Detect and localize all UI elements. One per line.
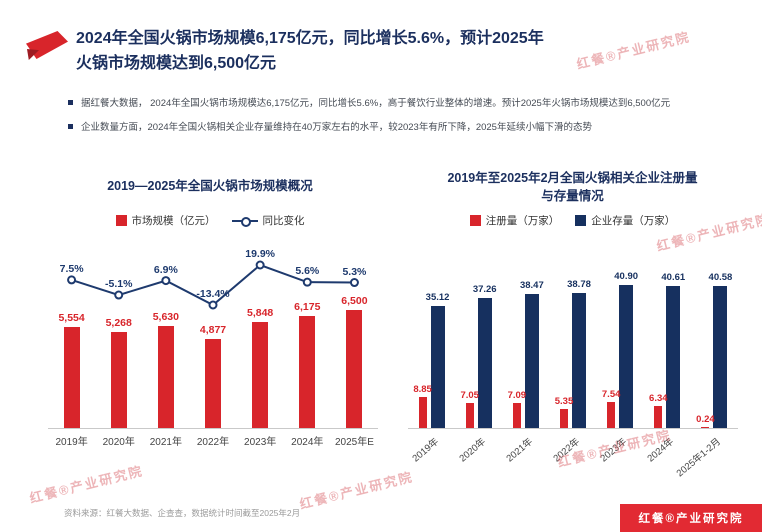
market-size-bar (299, 316, 316, 428)
market-size-bar (346, 310, 363, 428)
yoy-value: 6.9% (153, 263, 178, 276)
registrations-bar (607, 402, 616, 428)
market-size-value: 5,554 (58, 312, 85, 324)
stock-value: 35.12 (425, 292, 450, 303)
navy-square-icon (575, 215, 587, 226)
bullet-square-icon (68, 124, 73, 130)
market-size-value: 5,848 (247, 307, 274, 319)
registrations-value: 7.05 (460, 390, 479, 401)
summary-bullets: 据红餐大数据， 2024年全国火锅市场规模达6,175亿元，同比增长5.6%，高… (68, 96, 716, 144)
stock-bar (572, 293, 586, 428)
legend-item-stock: 企业存量（万家） (575, 213, 675, 228)
x-axis-label: 2025年E (334, 437, 374, 448)
yoy-point-marker (208, 300, 218, 310)
bullet-item: 据红餐大数据， 2024年全国火锅市场规模达6,175亿元，同比增长5.6%，高… (68, 96, 716, 111)
stock-bar (477, 298, 492, 428)
yoy-value: -13.4% (196, 288, 230, 300)
bullet-item: 企业数量方面，2024年全国火锅相关企业存量维持在40万家左右的水平，较2023… (68, 120, 716, 135)
bullet-text: 企业数量方面，2024年全国火锅相关企业存量维持在40万家左右的水平，较2023… (81, 122, 592, 134)
market-size-bar (110, 332, 127, 428)
market-chart-plot: 5,554 5,268 5,630 4,877 5,848 6,175 6,500 7.5% -… (48, 238, 378, 448)
registrations-bar (418, 397, 427, 428)
yoy-point-marker (255, 260, 265, 270)
red-flag-fold-icon (27, 49, 39, 60)
yoy-value: 5.3% (342, 265, 367, 278)
market-size-value: 5,268 (105, 317, 132, 329)
market-size-bar (252, 322, 269, 428)
stock-value: 37.26 (472, 284, 497, 295)
x-axis-label: 2023年 (244, 437, 277, 448)
yoy-value: -5.1% (104, 278, 133, 291)
yoy-line-series (67, 260, 359, 310)
enterprise-chart-title-line1: 2019年至2025年2月全国火锅相关企业注册量 (447, 171, 698, 185)
stock-value: 40.61 (661, 272, 686, 283)
market-chart-title: 2019—2025年全国火锅市场规模概况 (107, 179, 313, 193)
yoy-value: 7.5% (59, 262, 84, 275)
bullet-square-icon (68, 100, 73, 105)
x-axis-label: 2019年 (55, 437, 88, 448)
market-chart-legend: 市场规模（亿元） 同比变化 (40, 213, 380, 228)
market-size-value: 4,877 (199, 324, 227, 336)
registrations-bar (560, 409, 568, 428)
registrations-bar (465, 403, 474, 428)
yoy-point-marker (161, 276, 171, 286)
market-size-bar (205, 339, 221, 428)
market-size-value: 5,630 (152, 311, 179, 323)
legend-item-yoy: 同比变化 (231, 213, 305, 228)
legend-item-registrations: 注册量（万家） (469, 213, 560, 228)
x-axis-label: 2022年 (196, 437, 230, 448)
legend-label: 注册量（万家） (485, 215, 560, 227)
yoy-value: 5.6% (295, 265, 320, 278)
yoy-point-marker (349, 278, 359, 288)
stock-value: 40.90 (614, 271, 639, 282)
stock-value: 40.58 (708, 272, 733, 283)
registrations-value: 6.34 (649, 393, 668, 404)
page-title-line2: 火锅市场规模达到6,500亿元 (76, 54, 277, 72)
stock-bar (666, 286, 681, 428)
registrations-value: 8.85 (413, 384, 432, 395)
legend-label: 同比变化 (262, 215, 305, 227)
x-axis-label: 2020年 (102, 437, 135, 448)
registrations-bar (512, 403, 521, 428)
market-size-value: 6,500 (341, 295, 368, 307)
legend-label: 市场规模（亿元） (131, 215, 216, 227)
stock-bar (524, 294, 539, 428)
stock-value: 38.47 (519, 280, 544, 291)
registrations-value: 7.09 (507, 390, 527, 401)
registrations-bar (654, 406, 663, 428)
page-title: 2024年全国火锅市场规模6,175亿元，同比增长5.6%，预计2025年 火锅… (76, 27, 756, 77)
yoy-point-marker (302, 277, 312, 287)
market-size-bar (157, 326, 174, 428)
registrations-value: 0.24 (696, 414, 715, 425)
bullet-text: 据红餐大数据， 2024年全国火锅市场规模达6,175亿元，同比增长5.6%，高… (81, 98, 671, 109)
enterprise-chart-plot: 8.85 35.12 2019年 7.05 37.26 2020年 7.09 38.47 202… (408, 238, 738, 479)
stock-bar (619, 285, 634, 428)
stock-value: 38.78 (567, 279, 591, 290)
yoy-point-marker (114, 290, 124, 300)
registrations-value: 7.54 (601, 389, 621, 400)
market-size-value: 6,175 (294, 301, 321, 313)
yoy-point-marker (67, 275, 77, 285)
enterprise-chart-title: 2019年至2025年2月全国火锅相关企业注册量 与存量情况 (400, 170, 745, 205)
red-square-icon (115, 215, 127, 226)
yoy-value: 19.9% (245, 248, 276, 260)
market-size-bar (63, 327, 80, 428)
enterprise-chart-legend: 注册量（万家） 企业存量（万家） (400, 213, 745, 228)
legend-label: 企业存量（万家） (591, 215, 676, 227)
x-axis-label: 2021年 (149, 437, 182, 448)
watermark: 红餐®产业研究院 (28, 463, 145, 506)
line-marker-icon (231, 216, 258, 227)
enterprise-chart-title-line2: 与存量情况 (541, 188, 604, 203)
stock-bar (713, 286, 728, 428)
red-square-icon (469, 215, 481, 226)
legend-item-market-size: 市场规模（亿元） (115, 213, 216, 228)
stock-bar (430, 306, 445, 428)
registrations-value: 5.35 (554, 396, 574, 407)
brand-badge: 红餐®产业研究院 (620, 504, 762, 532)
source-note: 资料来源：红餐大数据、企查查，数据统计时间截至2025年2月 (64, 508, 301, 518)
x-axis-label: 2024年 (291, 437, 324, 448)
page-title-line1: 2024年全国火锅市场规模6,175亿元，同比增长5.6%，预计2025年 (76, 30, 544, 47)
registrations-bar (701, 427, 710, 428)
